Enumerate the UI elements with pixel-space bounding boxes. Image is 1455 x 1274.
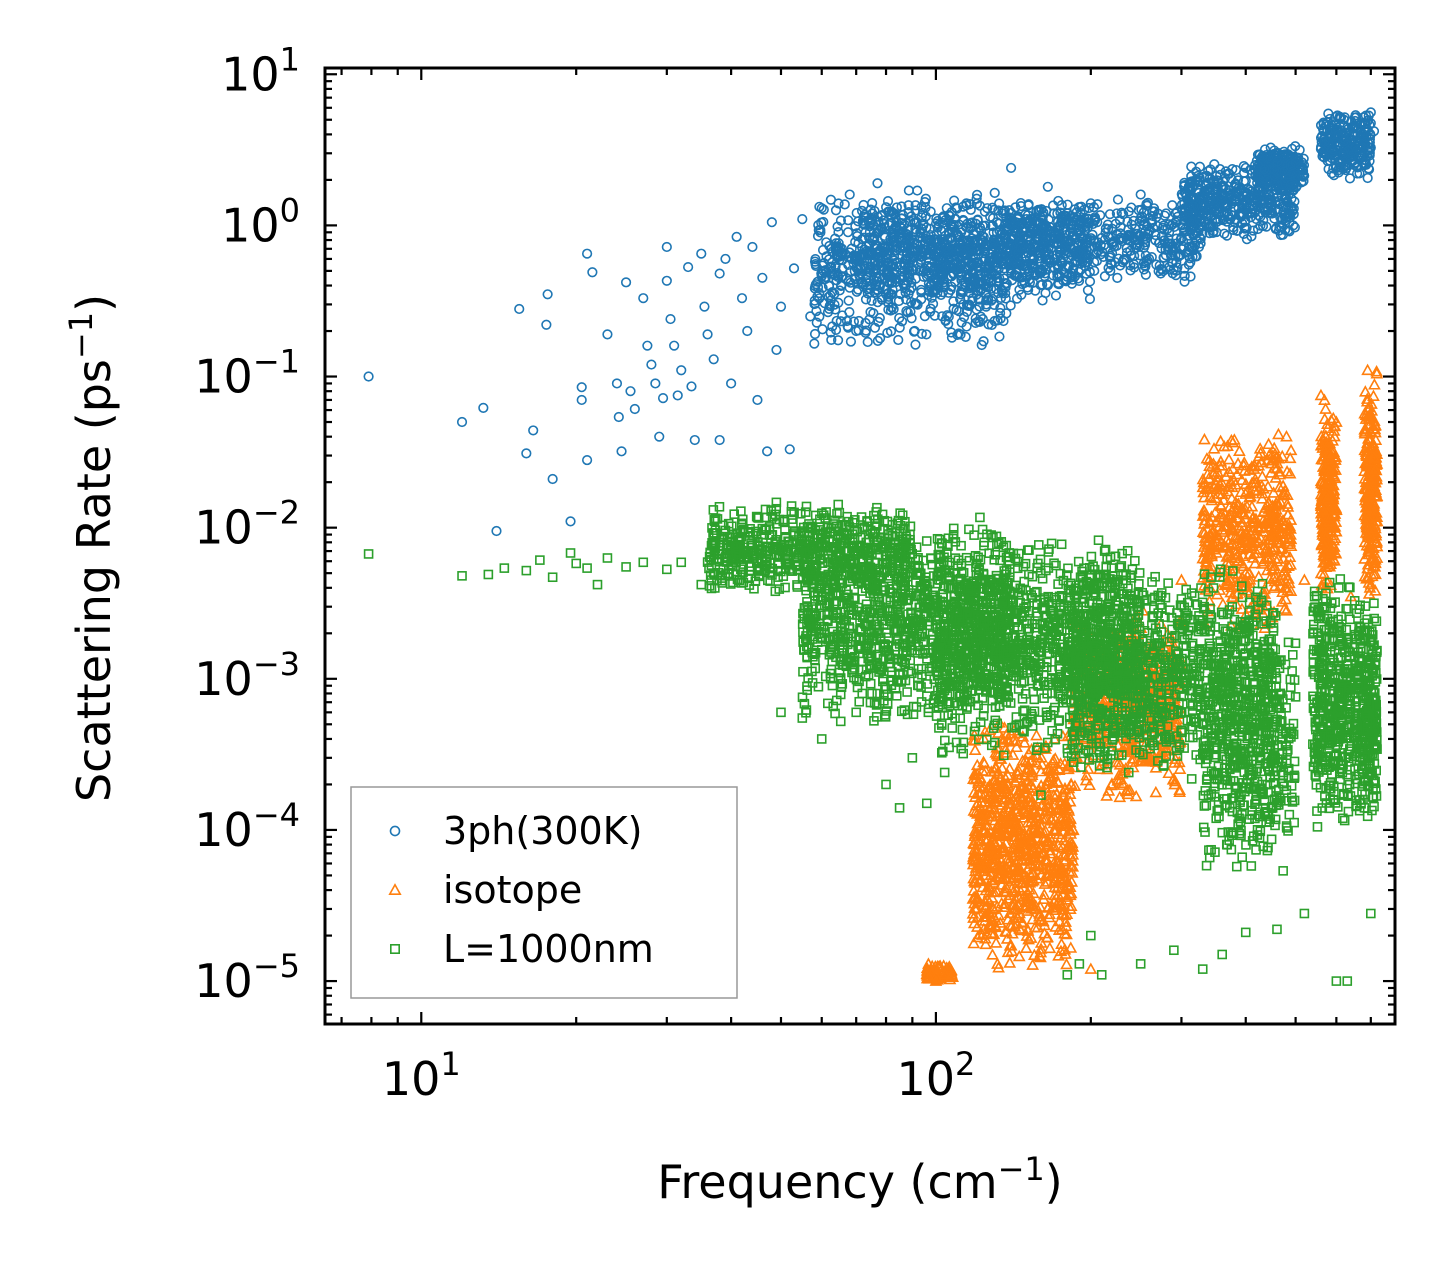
data-point	[865, 306, 876, 318]
data-point	[826, 334, 837, 346]
data-point	[809, 338, 820, 349]
data-point	[901, 294, 912, 305]
data-point	[830, 324, 842, 335]
data-point	[862, 336, 873, 348]
data-point	[994, 331, 1005, 342]
series-3ph(300K)	[363, 107, 1380, 537]
data-point	[845, 336, 857, 347]
data-point	[882, 327, 893, 338]
data-point	[843, 295, 854, 306]
data-point	[973, 316, 984, 327]
data-point	[989, 187, 1000, 198]
data-point	[811, 317, 822, 328]
data-point	[963, 300, 974, 311]
data-point	[893, 334, 904, 346]
data-point	[970, 313, 981, 324]
data-point	[813, 220, 824, 231]
data-point	[843, 215, 854, 226]
data-point	[948, 296, 959, 307]
data-point	[830, 205, 842, 216]
data-point	[906, 297, 917, 308]
data-marks	[363, 107, 1384, 986]
data-point	[955, 294, 966, 305]
data-point	[825, 327, 836, 338]
data-point	[848, 316, 860, 327]
data-point	[812, 230, 824, 242]
data-point	[832, 335, 844, 346]
data-point	[942, 310, 953, 321]
data-point	[860, 325, 872, 336]
data-point	[835, 215, 847, 226]
data-point	[956, 317, 967, 328]
data-point	[811, 305, 822, 317]
data-point	[977, 314, 988, 325]
